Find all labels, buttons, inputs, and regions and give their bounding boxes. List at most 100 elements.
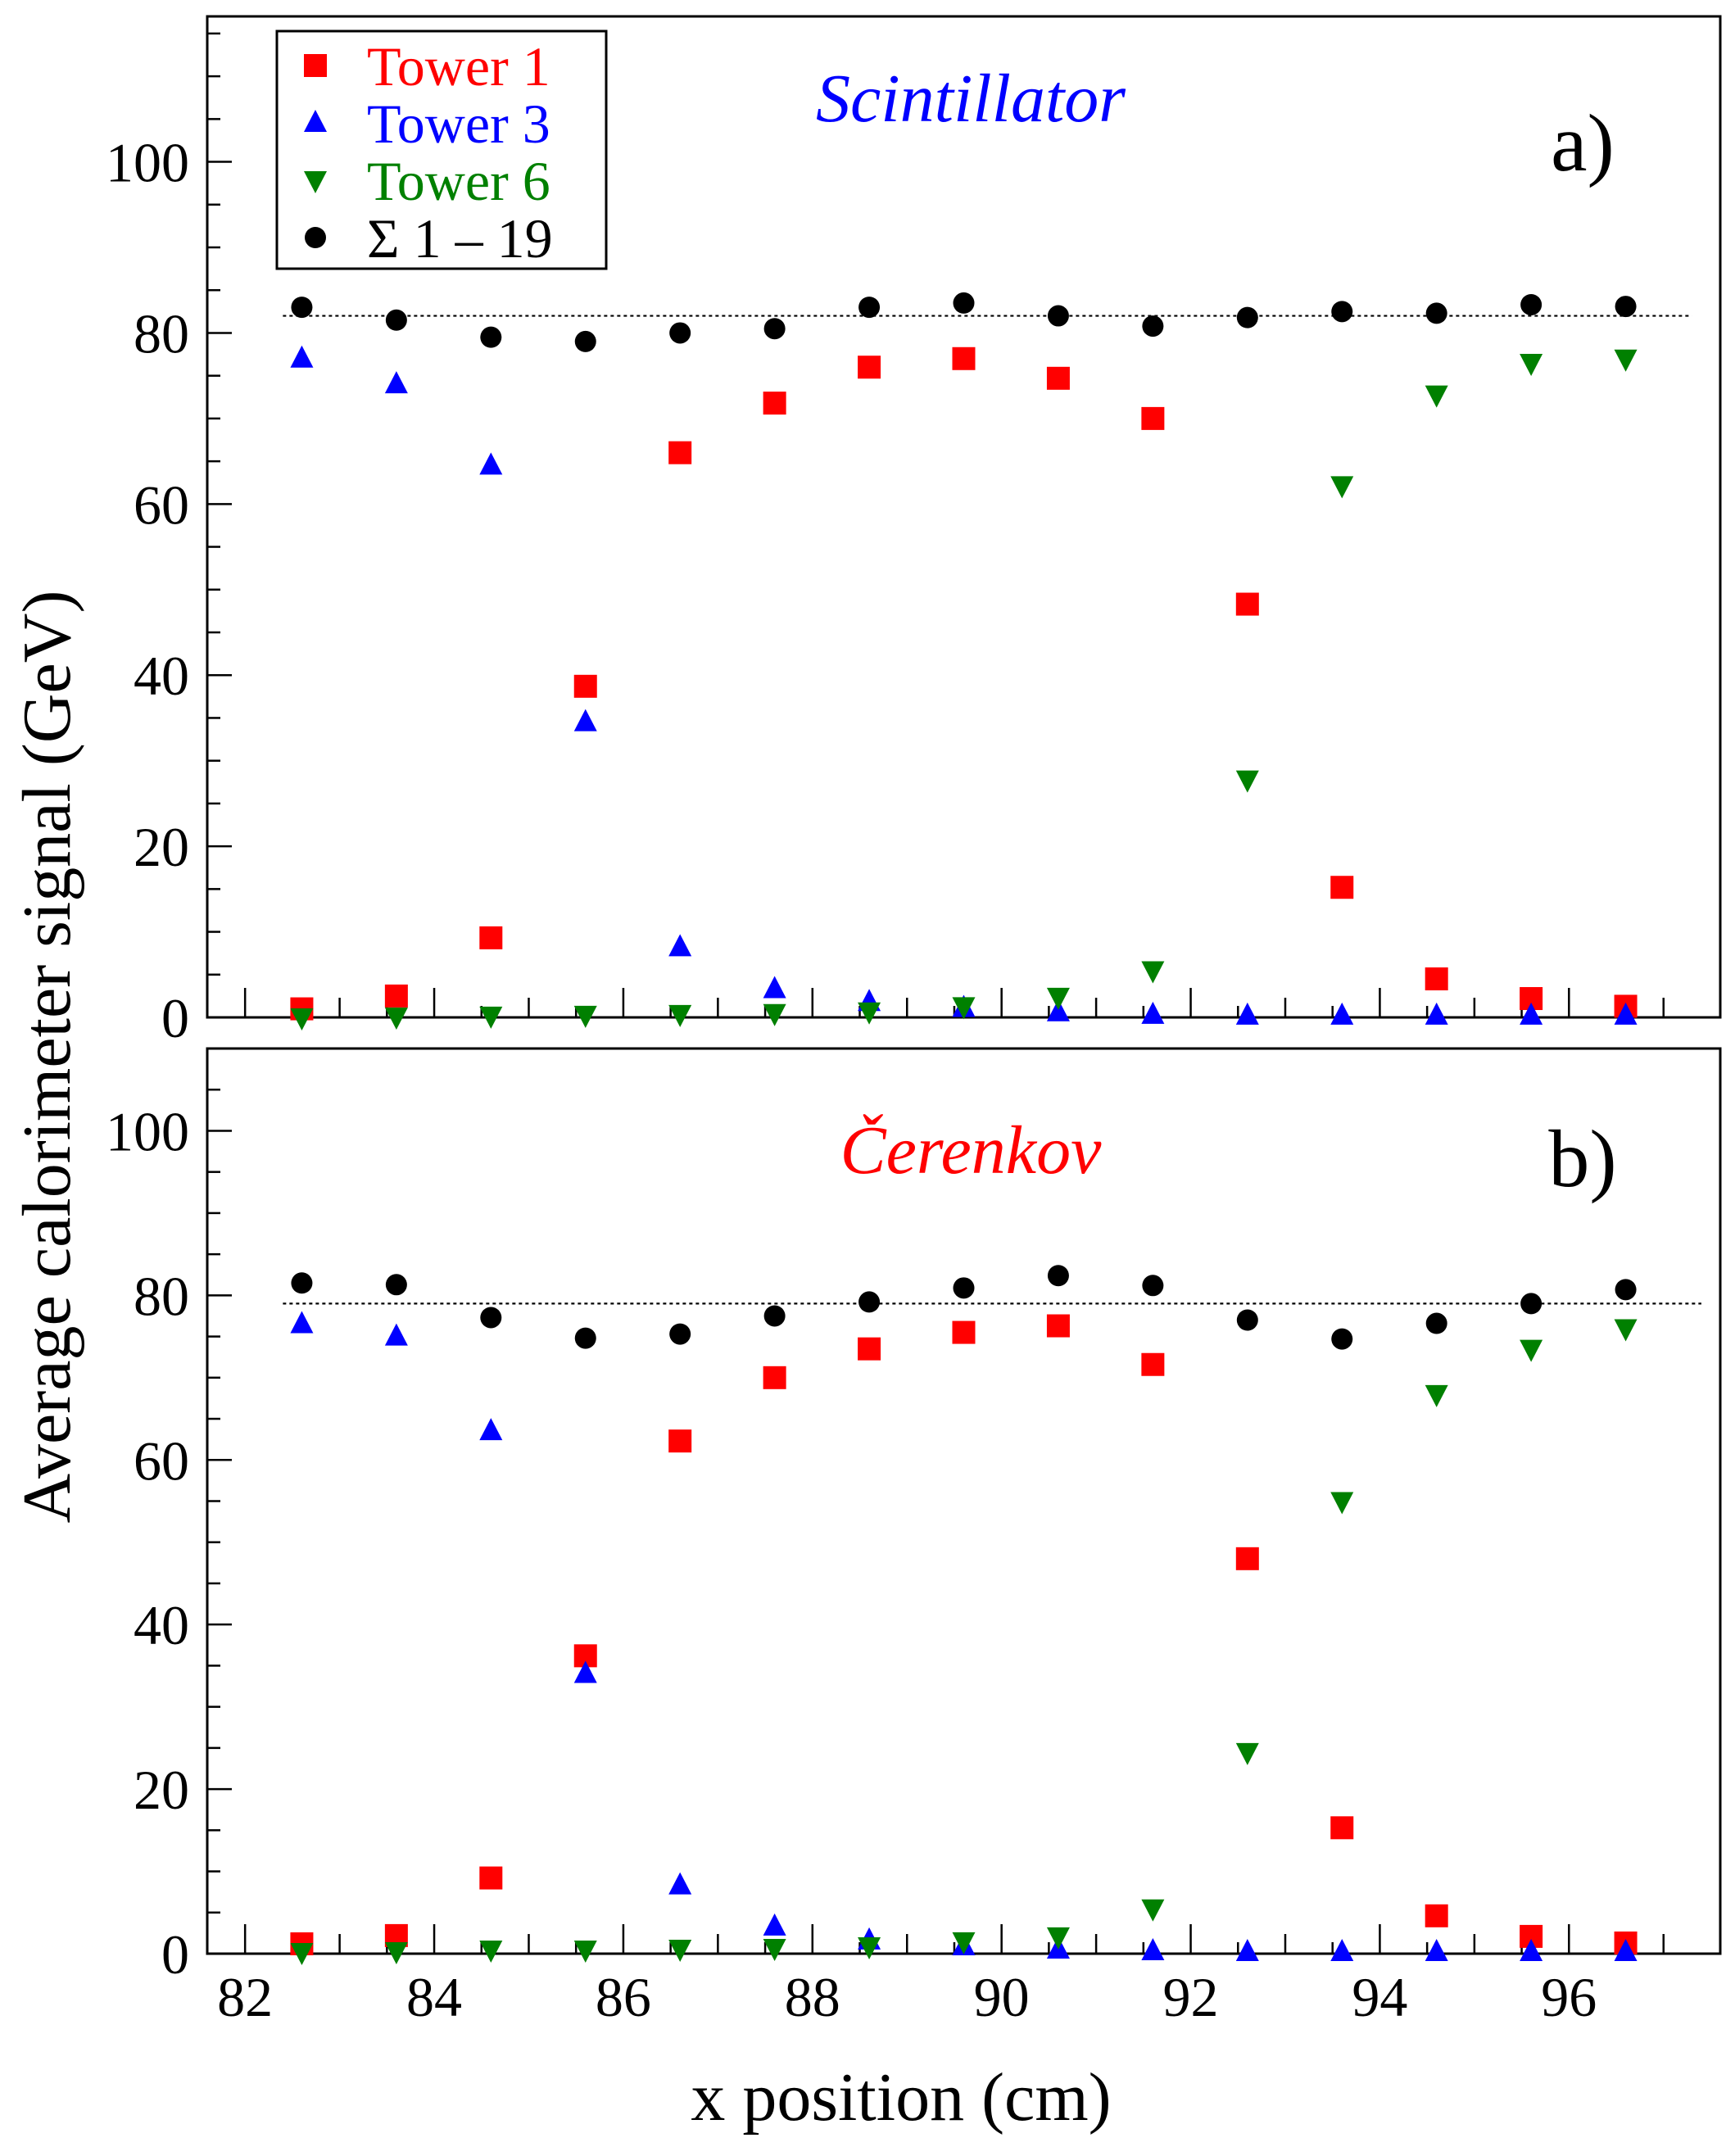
data-point: [952, 997, 976, 1020]
data-point: [763, 392, 786, 415]
y-tick-label: 100: [106, 132, 189, 194]
panel-a: 0 20 40 60 80 100 Scintillator a): [106, 15, 1722, 1049]
legend-label: Tower 6: [367, 150, 550, 212]
data-point: [1614, 1319, 1638, 1342]
data-point: [763, 1305, 786, 1327]
data-point: [1520, 1293, 1542, 1315]
data-point: [1141, 1001, 1165, 1024]
data-point: [1520, 1339, 1543, 1362]
series-triangle-up: [290, 345, 1638, 1025]
y-tick-label: 100: [106, 1100, 189, 1162]
data-point: [668, 1939, 692, 1962]
data-point: [858, 297, 881, 319]
data-point: [1425, 302, 1447, 324]
data-point: [1046, 1927, 1070, 1950]
data-point: [479, 1940, 503, 1963]
data-point: [384, 1323, 408, 1346]
data-point: [1235, 1938, 1259, 1961]
y-tick-label: 60: [134, 1429, 189, 1492]
data-point: [668, 441, 692, 464]
data-point: [291, 1272, 313, 1294]
data-point: [1425, 1002, 1448, 1025]
data-point: [1142, 315, 1164, 337]
data-point: [858, 1291, 881, 1313]
x-tick-label: 96: [1541, 1966, 1597, 2028]
data-point: [290, 345, 314, 368]
data-point: [1615, 296, 1637, 318]
data-point: [668, 1429, 692, 1453]
data-point: [573, 674, 597, 698]
data-point: [1331, 1328, 1353, 1350]
data-point: [1520, 354, 1543, 376]
data-point: [1330, 1816, 1354, 1840]
data-point: [763, 1913, 786, 1936]
data-point: [952, 1320, 976, 1344]
x-tick-label: 94: [1352, 1966, 1407, 2028]
data-point: [573, 709, 597, 732]
data-point: [573, 1940, 597, 1963]
data-point: [1520, 1938, 1543, 1961]
legend-box: [275, 29, 608, 270]
data-point: [669, 322, 691, 344]
series-triangle-down: [290, 1319, 1638, 1965]
y-tick-label: 40: [134, 1594, 189, 1656]
data-point: [290, 1942, 314, 1965]
data-point: [669, 1323, 691, 1345]
legend-marker: [304, 110, 327, 132]
series-square: [290, 1314, 1638, 1955]
data-point: [1425, 1312, 1447, 1334]
data-point: [1425, 1938, 1448, 1961]
data-point: [858, 1002, 881, 1025]
data-point: [573, 1005, 597, 1028]
data-point: [763, 318, 786, 340]
x-tick-label: 82: [217, 1966, 273, 2028]
data-point: [1330, 876, 1354, 899]
data-point: [668, 934, 692, 957]
data-point: [573, 1660, 597, 1683]
y-tick-label: 80: [134, 302, 189, 365]
data-point: [1425, 1904, 1448, 1927]
series-triangle-down: [290, 349, 1638, 1030]
series-circle: [291, 1265, 1637, 1350]
y-axis-label: Average calorimeter signal (GeV): [9, 591, 85, 1524]
data-point: [1425, 967, 1448, 990]
data-point: [1142, 1275, 1164, 1297]
data-point: [1614, 349, 1638, 372]
data-point: [668, 1872, 692, 1895]
data-point: [291, 297, 313, 319]
data-point: [384, 1941, 408, 1964]
y-tick-label: 0: [161, 1923, 189, 1986]
data-point: [1141, 1937, 1165, 1960]
legend-label: Σ 1 – 19: [367, 207, 553, 270]
y-tick-label: 20: [134, 1759, 189, 1821]
y-tick-label: 0: [161, 987, 189, 1049]
data-point: [1141, 1899, 1165, 1922]
data-point: [858, 356, 881, 379]
panel-b: 0 20 40 60 80 100 82 84 86 88 90 92 94 96 Čerenkov b): [106, 1047, 1722, 2028]
data-point: [858, 1936, 881, 1959]
legend-marker: [304, 171, 327, 193]
data-point: [858, 1337, 881, 1361]
data-point: [480, 326, 502, 348]
data-point: [1235, 1742, 1259, 1765]
data-point: [384, 984, 408, 1008]
panel-title: Scintillator: [816, 61, 1126, 137]
data-point: [1614, 1002, 1638, 1025]
x-tick-label: 90: [974, 1966, 1030, 2028]
data-point: [1141, 406, 1165, 430]
data-point: [1614, 1938, 1638, 1961]
data-point: [1425, 385, 1448, 408]
x-tick-label: 88: [785, 1966, 840, 2028]
data-point: [384, 1007, 408, 1030]
data-point: [1141, 1352, 1165, 1376]
series-square: [290, 346, 1638, 1021]
data-point: [1235, 592, 1259, 616]
y-tick-label: 60: [134, 473, 189, 536]
data-point: [1235, 770, 1259, 793]
data-point: [479, 1418, 503, 1441]
data-point: [1046, 999, 1070, 1021]
data-point: [1331, 301, 1353, 323]
legend-label: Tower 3: [367, 93, 550, 155]
